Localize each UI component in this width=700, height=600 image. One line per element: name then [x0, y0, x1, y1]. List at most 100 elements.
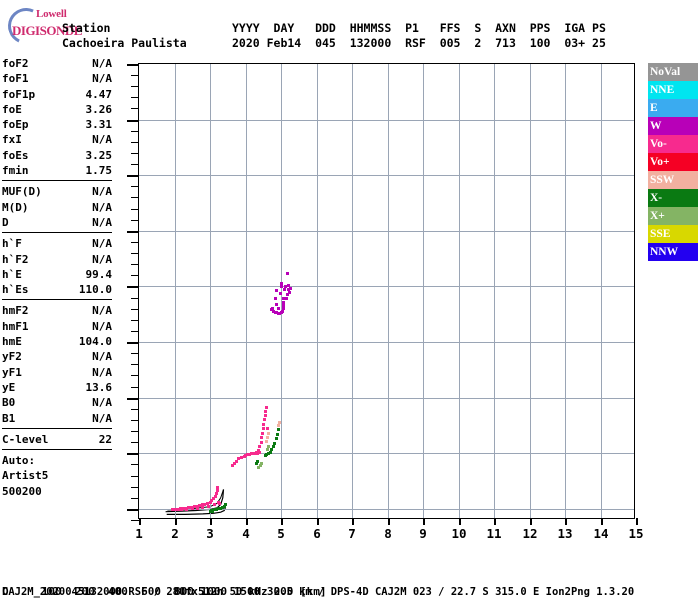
echo-point: [263, 413, 267, 417]
echo-point: [282, 300, 286, 304]
echo-point: [206, 505, 210, 509]
x-axis-label: 10: [451, 526, 467, 541]
digisonde-logo: Lowell DIGISONDE: [2, 2, 106, 50]
parameter-name: yF1: [2, 365, 22, 379]
parameter-name: hmF1: [2, 319, 29, 333]
gridline-horizontal: [139, 398, 634, 399]
legend-item-x[interactable]: X-: [648, 189, 698, 207]
x-axis-tick: [565, 518, 567, 525]
echo-point: [283, 288, 287, 292]
legend-item-e[interactable]: E: [648, 99, 698, 117]
x-axis-tick: [530, 518, 532, 525]
parameter-row: h`F N/A: [2, 236, 112, 251]
echo-point: [275, 302, 279, 306]
echo-point: [218, 501, 222, 505]
parameter-value: 4.47: [85, 87, 113, 101]
echo-point: [250, 452, 254, 456]
legend-item-vo[interactable]: Vo+: [648, 153, 698, 171]
echo-point: [266, 448, 269, 452]
parameter-name: B0: [2, 396, 16, 410]
parameter-name: hmF2: [2, 304, 29, 318]
legend-item-label: NNE: [650, 84, 675, 96]
x-axis-label: 7: [348, 526, 356, 541]
parameter-value: N/A: [92, 411, 112, 425]
gridline-vertical: [423, 64, 424, 518]
parameter-name: C-level: [2, 432, 49, 446]
echo-point: [242, 455, 246, 459]
legend-item-x[interactable]: X+: [648, 207, 698, 225]
y-axis-tick-major: [127, 175, 139, 177]
legend-item-vo[interactable]: Vo-: [648, 135, 698, 153]
parameter-value: N/A: [92, 237, 112, 251]
legend-item-sse[interactable]: SSE: [648, 225, 698, 243]
gridline-vertical: [246, 64, 247, 518]
y-axis-tick-minor: [131, 420, 139, 421]
echo-point: [185, 507, 189, 511]
echo-point: [276, 423, 280, 427]
echo-point: [285, 271, 289, 275]
y-axis-tick-minor: [131, 353, 139, 354]
legend-item-nne[interactable]: NNE: [648, 81, 698, 99]
parameter-name: D: [2, 215, 9, 229]
echo-point: [173, 507, 177, 511]
echo-point: [236, 457, 240, 461]
parameter-name: h`E: [2, 267, 22, 281]
x-axis-tick: [636, 518, 638, 525]
x-axis-label: 11: [486, 526, 502, 541]
ionogram-plot[interactable]: 1234567891011121314152003004005006007008…: [127, 63, 644, 541]
echo-point: [280, 281, 284, 285]
echo-point: [266, 427, 269, 431]
echo-point: [176, 507, 180, 511]
echo-point: [264, 439, 268, 443]
echo-point: [261, 431, 265, 435]
parameter-row: hmF2 N/A: [2, 303, 112, 318]
legend-item-w[interactable]: W: [648, 117, 698, 135]
parameter-group: MUF(D) N/A M(D) N/A D N/A: [2, 184, 112, 234]
y-axis-tick-minor: [131, 97, 139, 98]
y-axis-tick-minor: [131, 375, 139, 376]
y-axis-tick-minor: [131, 253, 139, 254]
echo-point: [256, 451, 260, 455]
legend-item-label: NNW: [650, 246, 679, 258]
echo-point: [190, 505, 194, 509]
legend-item-ssw[interactable]: SSW: [648, 171, 698, 189]
echo-point: [280, 309, 284, 313]
parameter-name: foF1: [2, 72, 29, 86]
parameter-value: 3.26: [85, 102, 113, 116]
y-axis-tick-minor: [131, 464, 139, 465]
echo-point: [180, 508, 184, 512]
parameter-value: 1.75: [85, 164, 113, 178]
x-axis-tick: [494, 518, 496, 525]
echo-point: [261, 427, 265, 431]
legend-item-label: X+: [650, 210, 665, 222]
y-axis-tick-minor: [131, 442, 139, 443]
y-axis-tick-major: [127, 398, 139, 400]
echo-point: [282, 303, 286, 307]
parameter-value: N/A: [92, 350, 112, 364]
echo-point: [285, 292, 289, 296]
parameter-name: hmE: [2, 335, 22, 349]
echo-point: [190, 507, 194, 511]
parameter-name: foEs: [2, 148, 29, 162]
echo-point: [288, 287, 292, 291]
echo-point: [267, 445, 271, 449]
y-axis-tick-minor: [131, 320, 139, 321]
x-axis-label: 13: [557, 526, 573, 541]
echo-point: [271, 445, 275, 449]
gridline-vertical: [317, 64, 318, 518]
y-axis-tick-minor: [131, 153, 139, 154]
x-axis-tick: [139, 518, 141, 525]
legend-item-nnw[interactable]: NNW: [648, 243, 698, 261]
echo-point: [278, 420, 282, 424]
y-axis-tick-major: [127, 453, 139, 455]
parameter-row: fmin 1.75: [2, 163, 112, 178]
echo-point: [248, 452, 252, 456]
echo-point: [253, 452, 257, 456]
gridline-horizontal: [139, 175, 634, 176]
echo-point: [213, 495, 217, 499]
parameter-name: h`F: [2, 237, 22, 251]
y-axis-tick-minor: [131, 476, 139, 477]
parameter-group: h`F N/A h`F2 N/A h`E 99.4 h`Es 110.0: [2, 236, 112, 301]
legend-item-noval[interactable]: NoVal: [648, 63, 698, 81]
parameter-value: 104.0: [78, 335, 112, 349]
